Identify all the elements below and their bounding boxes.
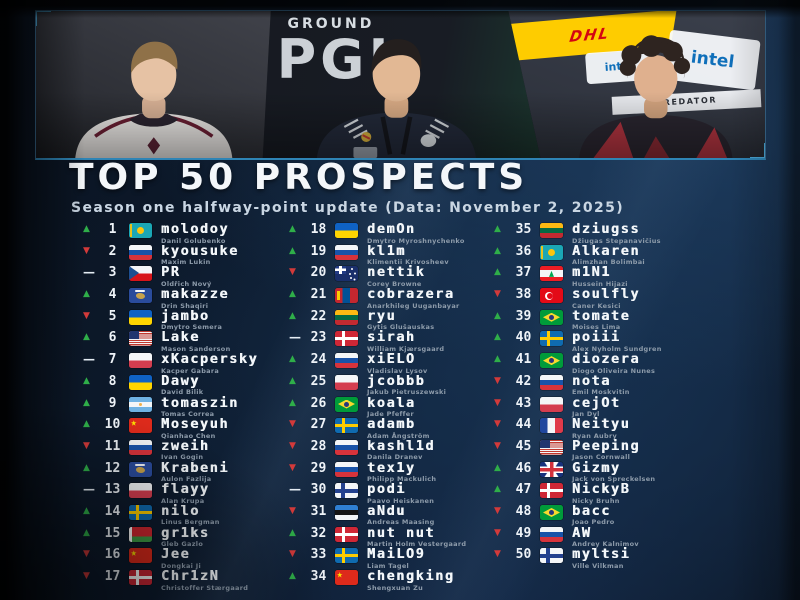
- prospects-poster: GROUND PGL: [0, 0, 800, 600]
- edge-vignette: [0, 0, 800, 600]
